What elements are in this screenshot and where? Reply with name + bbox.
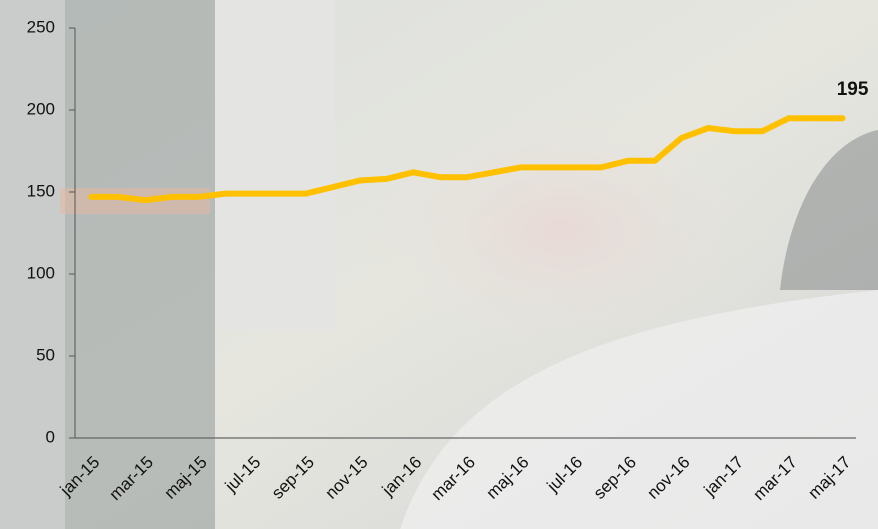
background-foliage (330, 90, 790, 370)
y-tick-label: 100 (27, 263, 55, 282)
car-hood (400, 290, 878, 529)
line-series (88, 115, 846, 204)
data-label: 195 (837, 79, 869, 100)
background-shape (0, 0, 65, 529)
y-tick-label: 150 (27, 181, 55, 200)
y-tick-label: 200 (27, 99, 55, 118)
y-tick-label: 0 (46, 427, 55, 446)
charger-pillar (65, 0, 215, 529)
y-tick-label: 250 (27, 17, 55, 36)
charger-panel (215, 0, 335, 330)
car-window (780, 130, 878, 290)
y-tick-label: 50 (36, 345, 55, 364)
